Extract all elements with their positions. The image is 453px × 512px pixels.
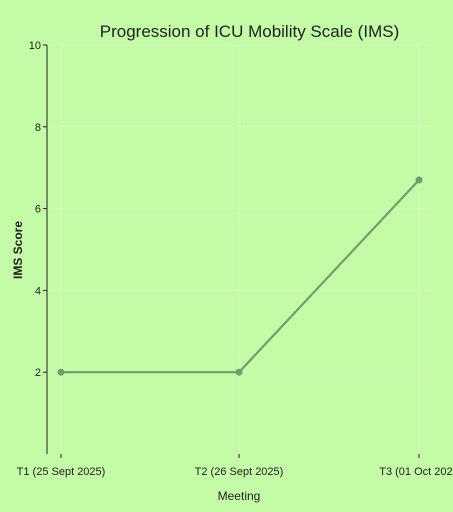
- y-tick-label: 4: [35, 285, 41, 297]
- data-point: [415, 176, 423, 184]
- y-tick-label: 8: [35, 122, 41, 134]
- data-point: [235, 368, 243, 376]
- y-ticks: 2 4 6 8 10: [29, 40, 47, 379]
- x-ticks: T1 (25 Sept 2025) T2 (26 Sept 2025) T3 (01…: [17, 454, 453, 478]
- x-tick-label: T2 (26 Sept 2025): [195, 466, 284, 478]
- chart-title: Progression of ICU Mobility Scale (IMS): [100, 22, 399, 41]
- x-tick-label: T3 (01 Oct 2025: [379, 466, 453, 478]
- x-tick-label: T1 (25 Sept 2025): [17, 466, 106, 478]
- y-tick-label: 10: [29, 40, 41, 52]
- x-axis-label: Meeting: [218, 489, 261, 503]
- y-axis-label: IMS Score: [11, 221, 25, 279]
- series: [57, 176, 423, 376]
- y-tick-label: 6: [35, 204, 41, 216]
- data-point: [57, 368, 65, 376]
- grid: [47, 44, 432, 454]
- y-tick-label: 2: [35, 367, 41, 379]
